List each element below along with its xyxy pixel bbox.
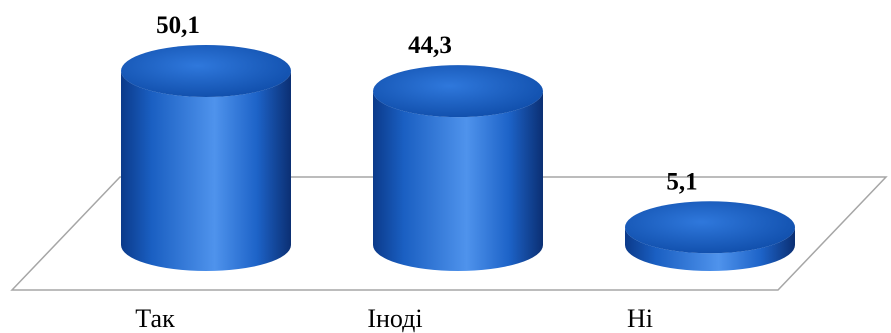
bar-top: [121, 45, 291, 97]
bar-body: [373, 91, 543, 272]
x-tick-label-1: Так: [135, 304, 175, 333]
bar-top: [625, 201, 795, 254]
data-label-2: 44,3: [408, 32, 452, 59]
bar-top: [373, 65, 543, 118]
bar-body: [625, 227, 795, 271]
x-tick-label-3: Ні: [627, 304, 653, 333]
bar-body: [121, 71, 291, 271]
bar-1: [121, 45, 291, 271]
bars-layer: 50,1 44,3 5,1: [121, 12, 795, 272]
data-label-1: 50,1: [156, 12, 200, 39]
bar-2: [373, 65, 543, 272]
data-label-3: 5,1: [666, 168, 697, 195]
bar-3: [625, 201, 795, 271]
x-tick-label-2: Іноді: [367, 304, 422, 333]
